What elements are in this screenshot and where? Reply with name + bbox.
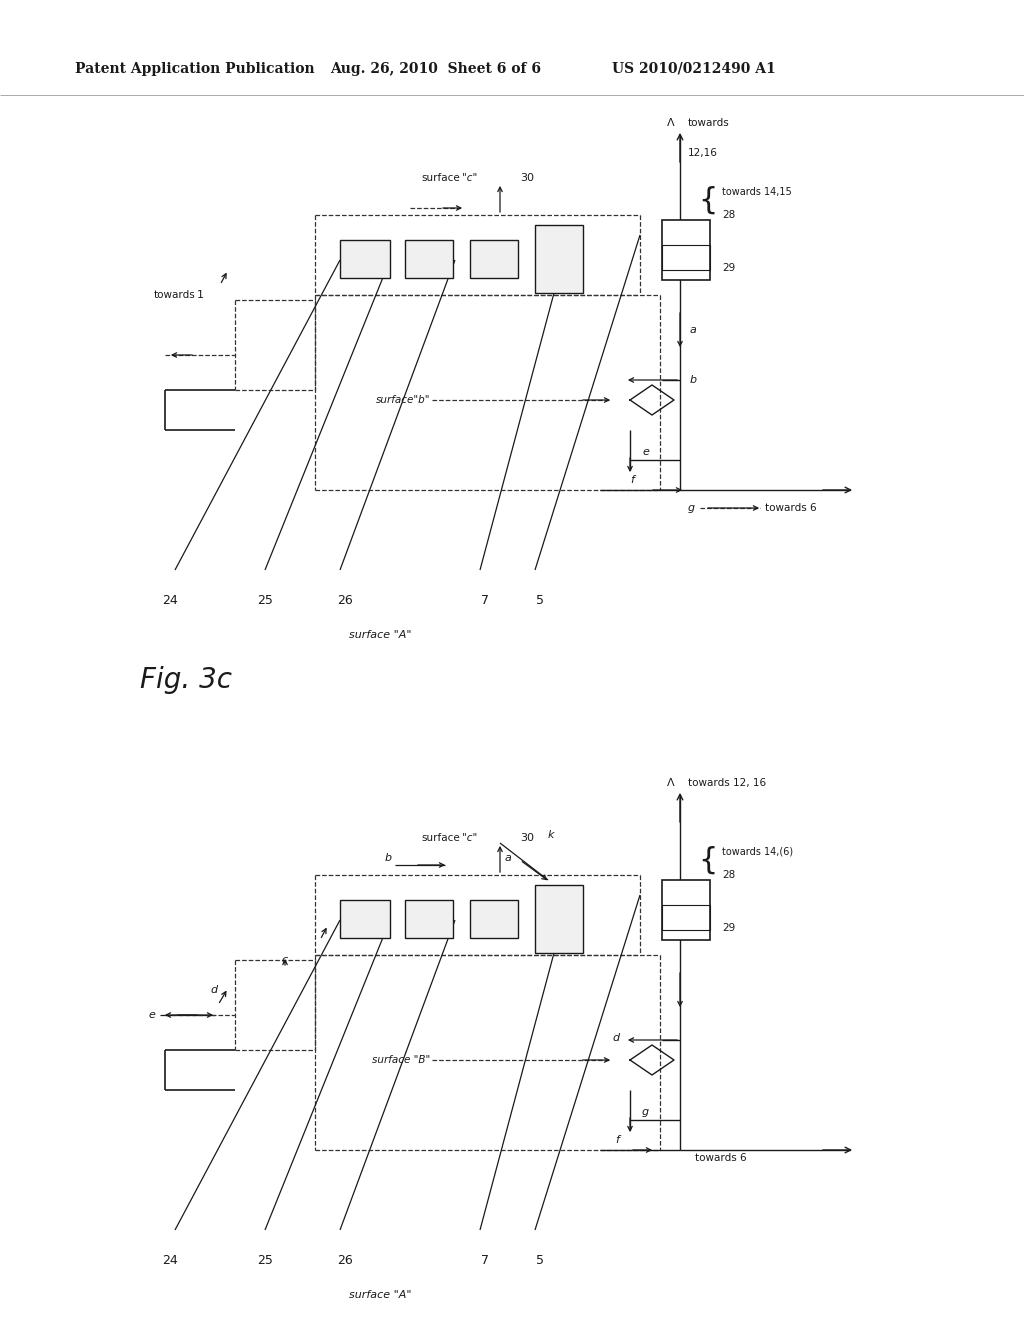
Text: Fig. 3c: Fig. 3c [140,667,232,694]
Text: "c": "c" [462,173,477,183]
Bar [470,900,518,939]
Text: surface: surface [421,173,460,183]
Text: Λ: Λ [668,777,675,788]
Bar [340,240,390,279]
Text: towards: towards [688,117,730,128]
Text: f: f [630,475,634,484]
Text: surface: surface [421,833,460,843]
Bar [470,240,518,279]
Text: 12,16: 12,16 [688,148,718,158]
Text: 30: 30 [520,173,534,183]
Text: 7: 7 [481,594,489,606]
Text: Aug. 26, 2010  Sheet 6 of 6: Aug. 26, 2010 Sheet 6 of 6 [330,62,541,77]
Text: 30: 30 [520,833,534,843]
Text: 5: 5 [536,594,544,606]
Text: g: g [688,503,695,513]
Text: a: a [505,853,512,863]
Text: 26: 26 [337,594,353,606]
Text: US 2010/0212490 A1: US 2010/0212490 A1 [612,62,776,77]
Text: surface "A": surface "A" [349,1290,412,1300]
Text: d: d [613,1034,620,1043]
Text: 25: 25 [257,1254,273,1266]
Text: 26: 26 [337,1254,353,1266]
Text: 1: 1 [197,290,204,300]
Text: {: { [698,186,718,214]
Bar [662,246,710,271]
Text: b: b [690,375,697,385]
Text: "c": "c" [462,833,477,843]
Text: 28: 28 [722,210,735,220]
Text: e: e [642,447,649,457]
Text: a: a [690,325,697,335]
Text: towards 14,(6): towards 14,(6) [722,847,794,857]
Bar [406,240,453,279]
Text: towards 14,15: towards 14,15 [722,187,792,197]
Text: towards 6: towards 6 [695,1152,746,1163]
Text: surface "B": surface "B" [372,1055,430,1065]
Text: 29: 29 [722,263,735,273]
Text: 25: 25 [257,594,273,606]
Text: e: e [148,1010,155,1020]
Text: Patent Application Publication: Patent Application Publication [75,62,314,77]
Text: 7: 7 [481,1254,489,1266]
Text: f: f [615,1135,618,1144]
Text: Λ: Λ [668,117,675,128]
Text: g: g [642,1107,649,1117]
Text: surface"b": surface"b" [376,395,430,405]
Text: 24: 24 [162,594,178,606]
Text: towards 6: towards 6 [765,503,816,513]
Text: k: k [548,830,555,840]
Text: surface "A": surface "A" [349,630,412,640]
Bar [662,220,710,280]
Text: 28: 28 [722,870,735,880]
Bar [535,884,583,953]
Text: 5: 5 [536,1254,544,1266]
Bar [535,224,583,293]
Text: d: d [210,985,217,995]
Text: b: b [385,853,392,863]
Bar [662,906,710,931]
Text: c: c [282,954,288,965]
Text: towards 12, 16: towards 12, 16 [688,777,766,788]
Bar [662,880,710,940]
Bar [340,900,390,939]
Bar [406,900,453,939]
Text: towards: towards [154,290,195,300]
Text: 29: 29 [722,923,735,933]
Text: 24: 24 [162,1254,178,1266]
Text: {: { [698,846,718,874]
